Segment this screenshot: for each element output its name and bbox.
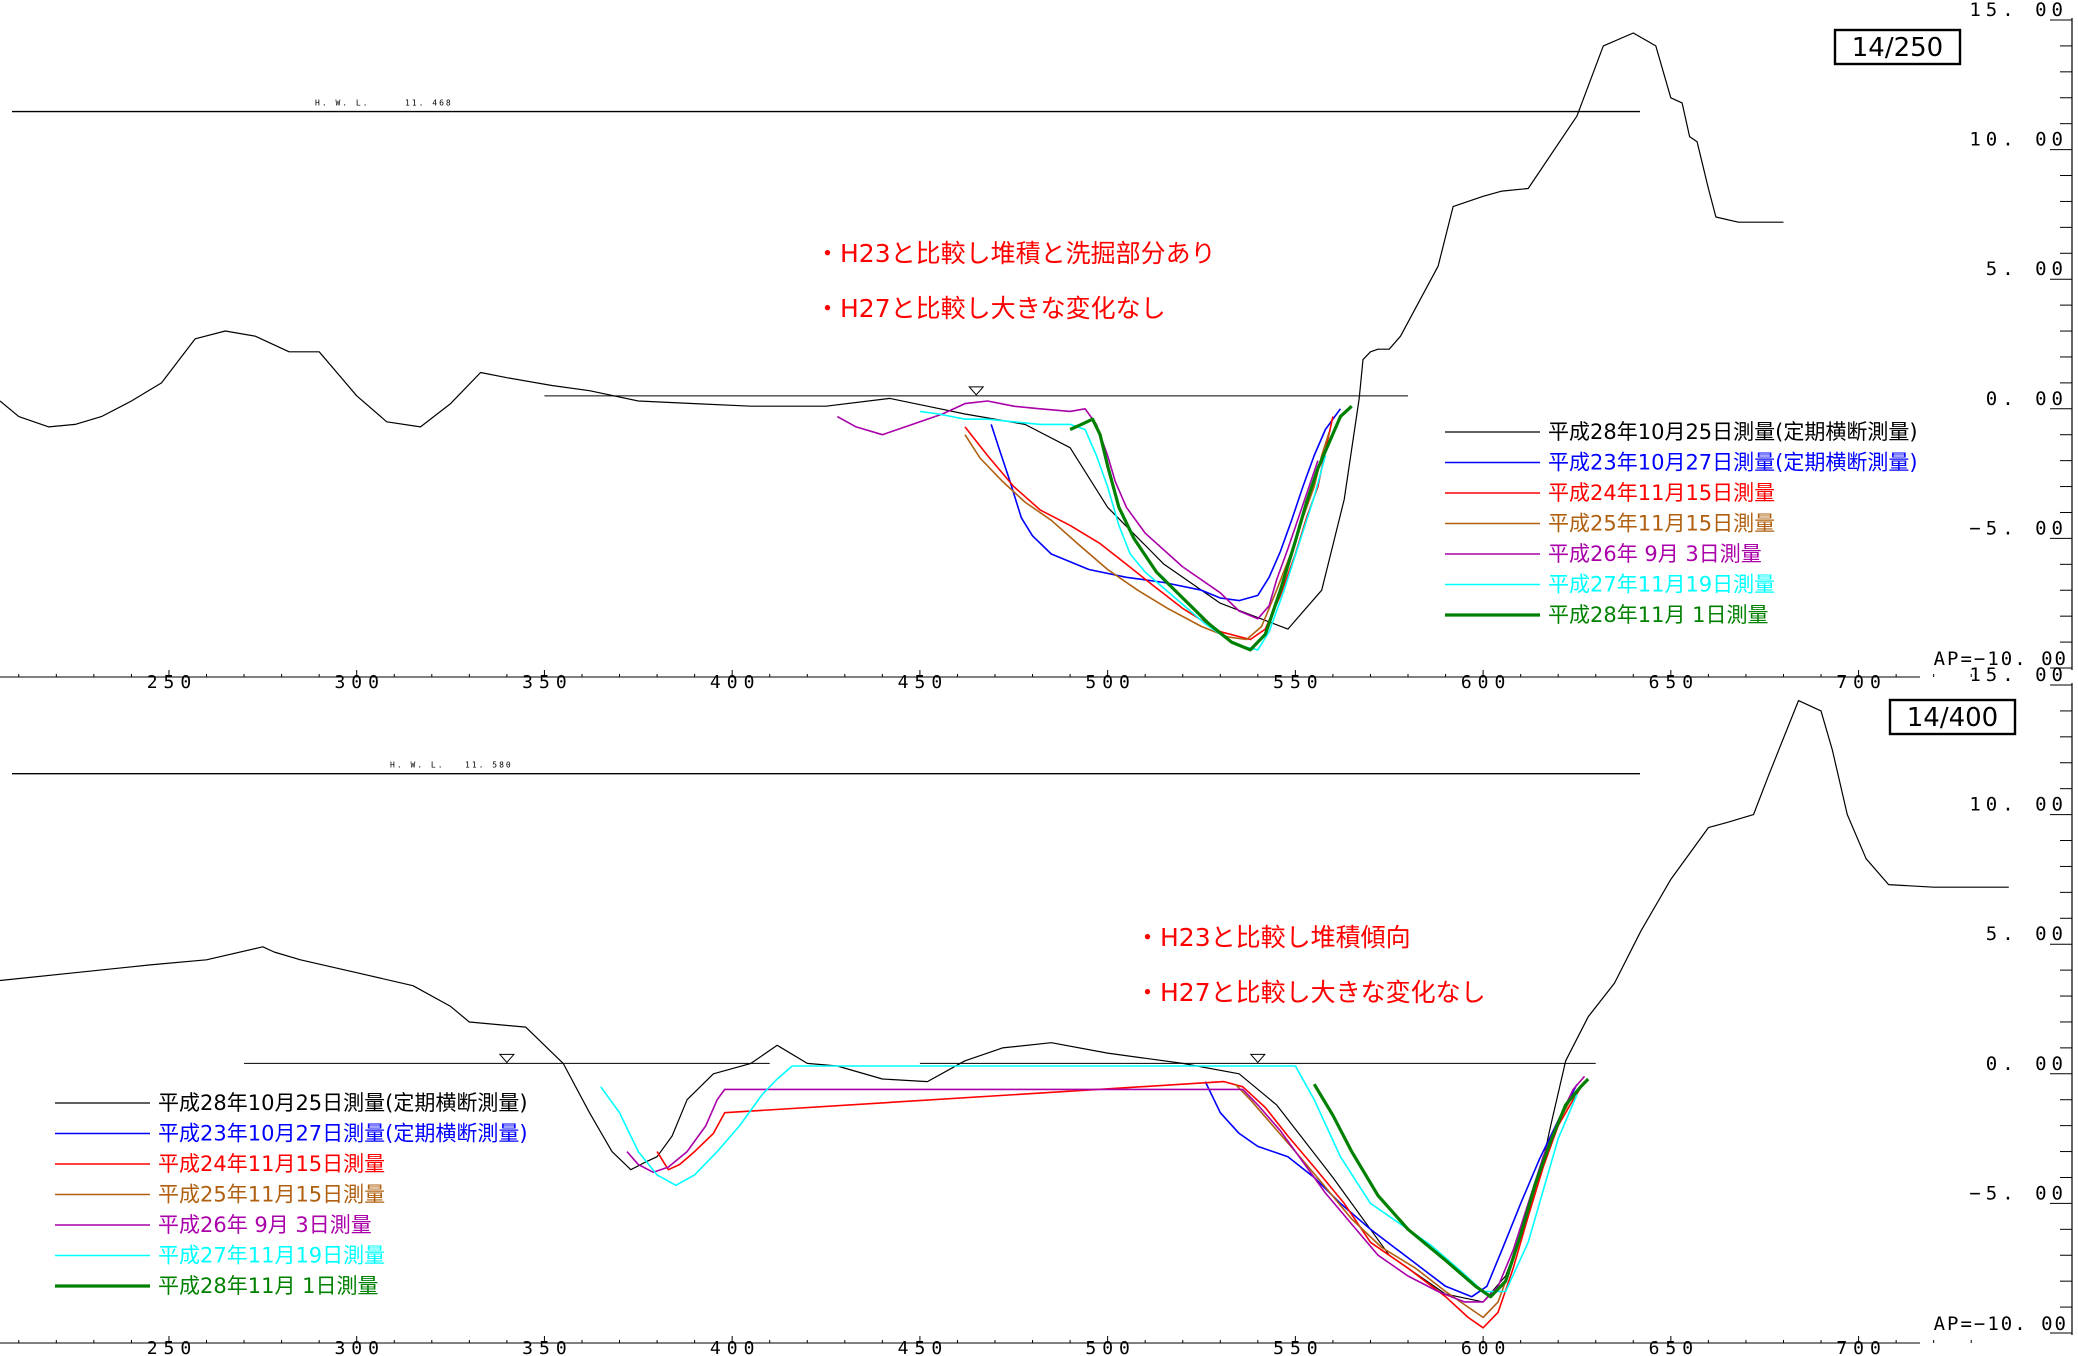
x-tick-label: 300 (334, 672, 385, 693)
hwl-value: 11. 468 (405, 99, 453, 108)
x-tick-label: 450 (898, 1338, 949, 1356)
legend-label: 平成27年11月19日測量 (158, 1244, 385, 1268)
y-tick-label: 15. 00 (1969, 0, 2068, 21)
upper-cross-section-panel: 15. 00 10. 00 5. 00 0. 00 −5. 00 AP=−10. 00 25… (0, 0, 2073, 693)
x-tick-label: 400 (710, 1338, 761, 1356)
y-tick-label: 5. 00 (1986, 923, 2068, 945)
legend-label: 平成28年10月25日測量(定期横断測量) (158, 1091, 528, 1115)
hwl-label: H. W. L. (390, 761, 445, 770)
x-tick-label: 500 (1085, 672, 1136, 693)
y-tick-label: 10. 00 (1969, 129, 2068, 151)
x-tick-label: 350 (522, 1338, 573, 1356)
legend-label: 平成26年 9月 3日測量 (1548, 542, 1762, 566)
legend-label: 平成28年11月 1日測量 (1548, 603, 1768, 627)
annotation-text: ・H27と比較し大きな変化なし (1135, 978, 1486, 1007)
ap-bottom-label: AP=−10. 00 (1934, 1313, 2068, 1335)
legend-label: 平成28年10月25日測量(定期横断測量) (1548, 420, 1918, 444)
x-tick-label: 250 (147, 1338, 198, 1356)
x-tick-label: 500 (1085, 1338, 1136, 1356)
annotation-text: ・H23と比較し堆積傾向 (1135, 923, 1411, 952)
series-line-5 (600, 1065, 1578, 1293)
x-tick-label: 550 (1273, 672, 1324, 693)
legend-label: 平成27年11月19日測量 (1548, 573, 1775, 597)
annotation-text: ・H27と比較し大きな変化なし (815, 294, 1166, 323)
x-tick-label: 250 (147, 672, 198, 693)
x-tick-label: 650 (1649, 672, 1700, 693)
series-line-0 (0, 32, 1784, 630)
series-line-1 (990, 408, 1342, 602)
x-tick-label: 600 (1461, 672, 1512, 693)
section-label-box (1833, 28, 1962, 66)
x-tick-label: 700 (1836, 1338, 1887, 1356)
y-tick-label: 0. 00 (1986, 1053, 2068, 1075)
y-tick-label: 5. 00 (1986, 258, 2068, 280)
section-label-box (1888, 698, 2017, 736)
y-tick-label: −5. 00 (1969, 1182, 2068, 1204)
x-tick-label: 550 (1273, 1338, 1324, 1356)
series-line-2 (656, 1080, 1586, 1329)
y-tick-label: −5. 00 (1969, 517, 2068, 539)
x-tick-label: 450 (898, 672, 949, 693)
section-label: 14/250 (1852, 33, 1943, 63)
x-tick-label: 650 (1649, 1338, 1700, 1356)
legend-label: 平成23年10月27日測量(定期横断測量) (158, 1122, 528, 1146)
ap-bottom-label: AP=−10. 00 (1934, 648, 2068, 670)
legend-label: 平成25年11月15日測量 (1548, 512, 1775, 536)
series-line-6 (1069, 405, 1353, 652)
series-line-0 (0, 699, 2009, 1303)
series-line-6 (1312, 1077, 1590, 1299)
x-tick-label: 700 (1836, 672, 1887, 693)
legend-label: 平成24年11月15日測量 (1548, 481, 1775, 505)
y-tick-label: 10. 00 (1969, 794, 2068, 816)
water-level-marker (498, 1053, 515, 1064)
legend-label: 平成23年10月27日測量(定期横断測量) (1548, 451, 1918, 475)
y-tick-label: 15. 00 (1969, 664, 2068, 686)
series-line-5 (919, 410, 1327, 651)
y-tick-label: 0. 00 (1986, 388, 2068, 410)
x-tick-label: 350 (522, 672, 573, 693)
water-level-marker (1249, 1053, 1266, 1064)
legend-label: 平成28年11月 1日測量 (158, 1274, 378, 1298)
legend-label: 平成25年11月15日測量 (158, 1183, 385, 1207)
series-line-1 (1204, 1081, 1578, 1298)
x-tick-label: 400 (710, 672, 761, 693)
legend-label: 平成26年 9月 3日測量 (158, 1213, 372, 1237)
x-tick-label: 300 (334, 1338, 385, 1356)
lower-cross-section-panel: 15. 00 10. 00 5. 00 0. 00 −5. 00 AP=−10. 00 25… (0, 664, 2073, 1356)
series-line-4 (836, 400, 1319, 620)
water-level-marker (968, 386, 985, 396)
x-tick-label: 600 (1461, 1338, 1512, 1356)
legend-label: 平成24年11月15日測量 (158, 1152, 385, 1176)
series-line-4 (626, 1075, 1586, 1303)
hwl-label: H. W. L. (315, 99, 370, 108)
section-label: 14/400 (1907, 703, 1998, 733)
hwl-value: 11. 580 (465, 761, 513, 770)
annotation-text: ・H23と比較し堆積と洗掘部分あり (815, 239, 1216, 268)
